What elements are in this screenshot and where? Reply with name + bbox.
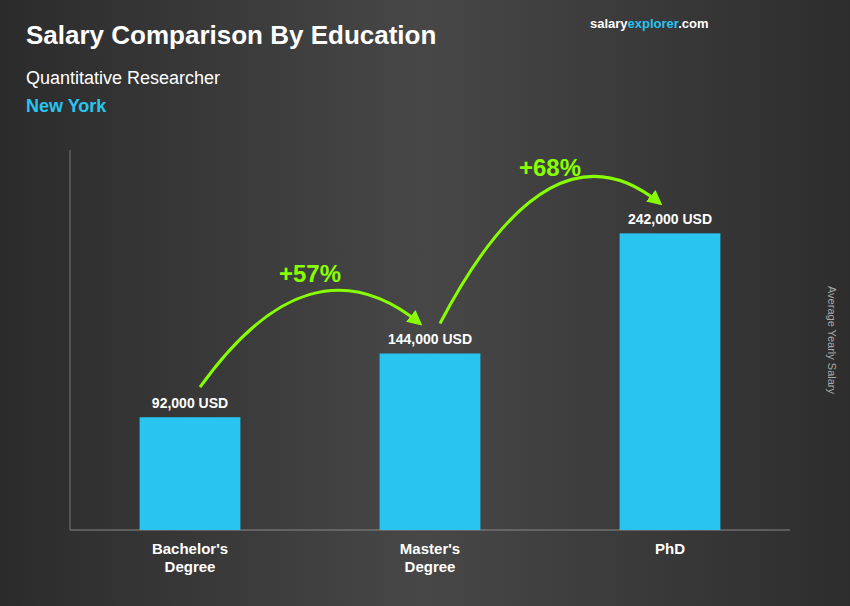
- y-axis-label: Average Yearly Salary: [826, 286, 838, 395]
- x-tick-label: Master'sDegree: [400, 540, 460, 575]
- x-tick-label-line: Master's: [400, 540, 460, 557]
- annotation: +68%: [519, 154, 581, 181]
- change-arrow: [200, 290, 420, 387]
- background: [0, 0, 850, 606]
- bars: [140, 233, 721, 530]
- chart: Salary Comparison By Education Quantitati…: [0, 0, 850, 606]
- x-tick-label-line: Degree: [165, 558, 216, 575]
- title: Salary Comparison By Education: [26, 20, 436, 50]
- subtitle: Quantitative Researcher: [26, 68, 220, 88]
- change-arrow: [440, 176, 660, 323]
- value-label: 242,000 USD: [628, 211, 712, 227]
- value-label: 144,000 USD: [388, 331, 472, 347]
- bar: [380, 353, 481, 530]
- bar: [140, 417, 241, 530]
- watermark: salaryexplorer.com: [590, 16, 709, 31]
- x-tick-label: Bachelor'sDegree: [152, 540, 228, 575]
- bar: [620, 233, 721, 530]
- y-axis-line: [70, 150, 71, 530]
- location: New York: [26, 96, 107, 116]
- watermark-part: .com: [678, 16, 708, 31]
- value-label: 92,000 USD: [152, 395, 228, 411]
- annotation: +57%: [279, 260, 341, 287]
- watermark-part: explorer: [628, 16, 679, 31]
- chart-container: Salary Comparison By Education Quantitati…: [0, 0, 850, 606]
- x-tick-label-line: Bachelor's: [152, 540, 228, 557]
- x-tick-label: PhD: [655, 540, 685, 557]
- x-tick-label-line: PhD: [655, 540, 685, 557]
- watermark-part: salary: [590, 16, 628, 31]
- x-tick-label-line: Degree: [405, 558, 456, 575]
